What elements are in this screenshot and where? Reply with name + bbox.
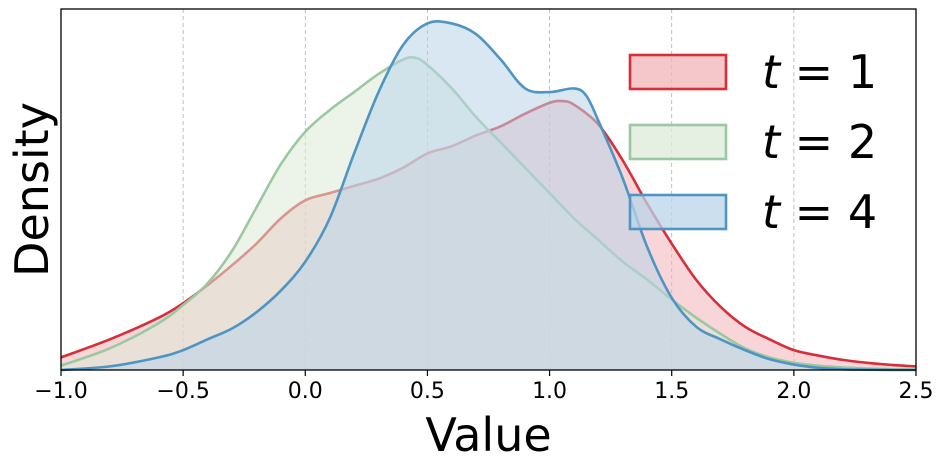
density-line-series-3 bbox=[60, 20, 916, 372]
x-tick-label: 1.0 bbox=[532, 379, 567, 404]
legend-label: t = 1 bbox=[762, 45, 877, 99]
x-tick-label: 0.0 bbox=[288, 379, 323, 404]
legend: t = 1t = 2t = 4 bbox=[628, 45, 877, 239]
legend-label-value: = 2 bbox=[780, 115, 877, 169]
x-tick-label: 2.5 bbox=[899, 379, 934, 404]
legend-label-value: = 4 bbox=[780, 185, 877, 239]
density-area-series-3 bbox=[61, 21, 916, 371]
x-tick-label: 0.5 bbox=[410, 379, 445, 404]
legend-label-variable: t bbox=[762, 45, 782, 99]
legend-label: t = 2 bbox=[762, 115, 877, 169]
plot-frame bbox=[60, 8, 917, 371]
y-axis-label: Density bbox=[5, 102, 59, 277]
x-axis-label: Value bbox=[425, 408, 551, 462]
legend-label-value: = 1 bbox=[780, 45, 877, 99]
density-areas bbox=[60, 20, 917, 372]
x-tick-label: −1.0 bbox=[34, 379, 87, 404]
x-tick-label: −0.5 bbox=[156, 379, 209, 404]
x-axis-ticks: −1.0 −0.5 0.0 0.5 1.0 1.5 2.0 2.5 bbox=[34, 370, 934, 404]
legend-label: t = 4 bbox=[762, 185, 877, 239]
legend-label-variable: t bbox=[762, 115, 782, 169]
legend-swatch bbox=[628, 193, 728, 231]
x-tick-label: 2.0 bbox=[776, 379, 811, 404]
legend-swatch bbox=[628, 123, 728, 161]
legend-label-variable: t bbox=[762, 185, 782, 239]
x-tick-label: 1.5 bbox=[654, 379, 689, 404]
legend-swatch bbox=[628, 53, 728, 91]
